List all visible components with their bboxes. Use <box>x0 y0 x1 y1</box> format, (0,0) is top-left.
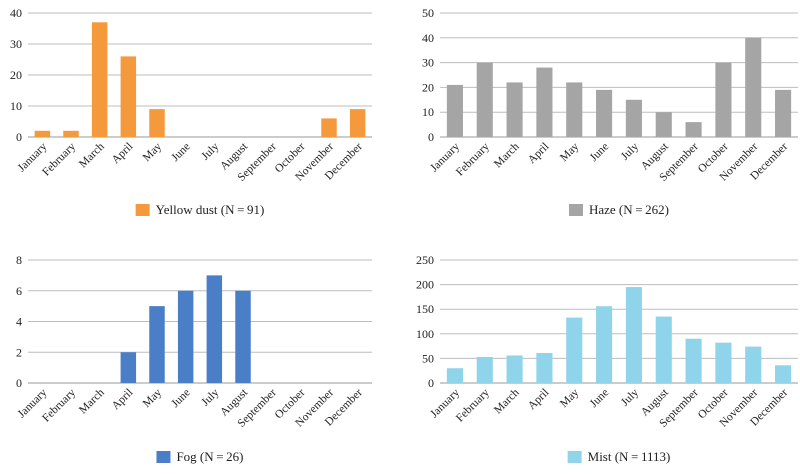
x-tick-label: July <box>619 140 641 162</box>
y-tick-label: 4 <box>16 315 22 329</box>
y-tick-label: 250 <box>416 253 434 267</box>
x-tick-label: June <box>588 387 611 410</box>
x-tick-label: May <box>141 140 165 164</box>
bar-april <box>120 56 137 137</box>
bar-april <box>536 67 553 137</box>
y-tick-label: 40 <box>10 6 22 20</box>
legend-fog: Fog (N = 26) <box>156 449 244 464</box>
y-tick-label: 0 <box>428 130 434 144</box>
legend-swatch <box>156 451 171 463</box>
legend-label: Mist (N = 1113) <box>588 449 671 464</box>
x-tick-label: July <box>199 386 221 408</box>
y-tick-label: 20 <box>10 68 22 82</box>
x-tick-label: June <box>169 141 192 164</box>
bar-june <box>596 89 613 137</box>
x-tick-label: July <box>199 140 221 162</box>
bar-april <box>120 352 137 383</box>
x-tick-label: March <box>492 386 522 416</box>
x-tick-label: February <box>454 386 492 424</box>
x-tick-label: May <box>558 386 582 410</box>
bar-december <box>775 89 792 137</box>
y-tick-label: 30 <box>10 37 22 51</box>
legend-swatch <box>567 451 582 463</box>
bar-february <box>476 356 493 383</box>
bar-may <box>566 82 583 137</box>
y-tick-label: 50 <box>422 6 434 20</box>
y-tick-label: 30 <box>422 56 434 70</box>
x-tick-label: July <box>619 386 641 408</box>
x-tick-label: March <box>77 386 107 416</box>
y-tick-label: 6 <box>16 284 22 298</box>
bar-march <box>506 82 523 137</box>
bar-august <box>655 316 672 383</box>
bar-may <box>149 109 165 137</box>
bar-october <box>715 62 732 137</box>
legend-swatch <box>568 204 583 216</box>
bar-june <box>177 290 194 383</box>
y-tick-label: 10 <box>10 99 22 113</box>
x-tick-label: April <box>526 141 552 167</box>
bar-february <box>476 62 493 137</box>
y-tick-label: 200 <box>416 278 434 292</box>
y-tick-label: 8 <box>16 253 22 267</box>
bar-january <box>446 368 463 383</box>
y-tick-label: 40 <box>422 31 434 45</box>
x-tick-label: May <box>141 386 165 410</box>
bar-september <box>685 122 702 137</box>
y-tick-label: 20 <box>422 80 434 94</box>
bar-january <box>446 84 463 137</box>
y-tick-label: 0 <box>428 376 434 390</box>
y-tick-label: 100 <box>416 327 434 341</box>
x-tick-label: April <box>110 387 136 413</box>
legend-swatch <box>135 204 150 216</box>
bar-march <box>91 22 108 137</box>
bar-october <box>715 342 732 383</box>
y-tick-label: 150 <box>416 302 434 316</box>
bar-november <box>745 346 762 383</box>
x-tick-label: March <box>492 140 522 170</box>
legend-yellow-dust: Yellow dust (N = 91) <box>135 202 265 217</box>
bar-december <box>775 365 792 383</box>
x-tick-label: April <box>526 387 552 413</box>
bar-august <box>655 112 672 137</box>
bar-august <box>235 290 251 383</box>
bar-march <box>506 355 523 383</box>
bar-december <box>349 109 366 137</box>
y-tick-label: 50 <box>422 351 434 365</box>
x-tick-label: May <box>558 140 582 164</box>
x-tick-label: April <box>110 141 136 167</box>
y-tick-label: 0 <box>16 130 22 144</box>
x-tick-label: March <box>77 140 107 170</box>
y-tick-label: 0 <box>16 376 22 390</box>
legend-mist: Mist (N = 1113) <box>567 449 671 464</box>
bar-november <box>321 118 337 137</box>
bar-september <box>685 338 702 383</box>
bar-february <box>63 130 79 137</box>
bar-may <box>149 306 165 383</box>
x-tick-label: February <box>454 140 492 178</box>
bar-june <box>596 306 613 383</box>
legend-label: Fog (N = 26) <box>176 449 243 464</box>
legend-label: Haze (N = 262) <box>589 202 669 217</box>
x-tick-label: June <box>169 387 192 410</box>
bar-july <box>625 99 642 137</box>
bar-november <box>745 37 762 137</box>
y-tick-label: 10 <box>422 105 434 119</box>
bar-may <box>566 317 583 383</box>
bar-july <box>206 275 223 383</box>
bar-january <box>34 130 51 137</box>
bar-april <box>536 352 553 383</box>
legend-label: Yellow dust (N = 91) <box>156 202 265 217</box>
x-tick-label: June <box>588 141 611 164</box>
bar-july <box>625 287 642 383</box>
legend-haze: Haze (N = 262) <box>568 202 669 217</box>
y-tick-label: 2 <box>16 345 22 359</box>
